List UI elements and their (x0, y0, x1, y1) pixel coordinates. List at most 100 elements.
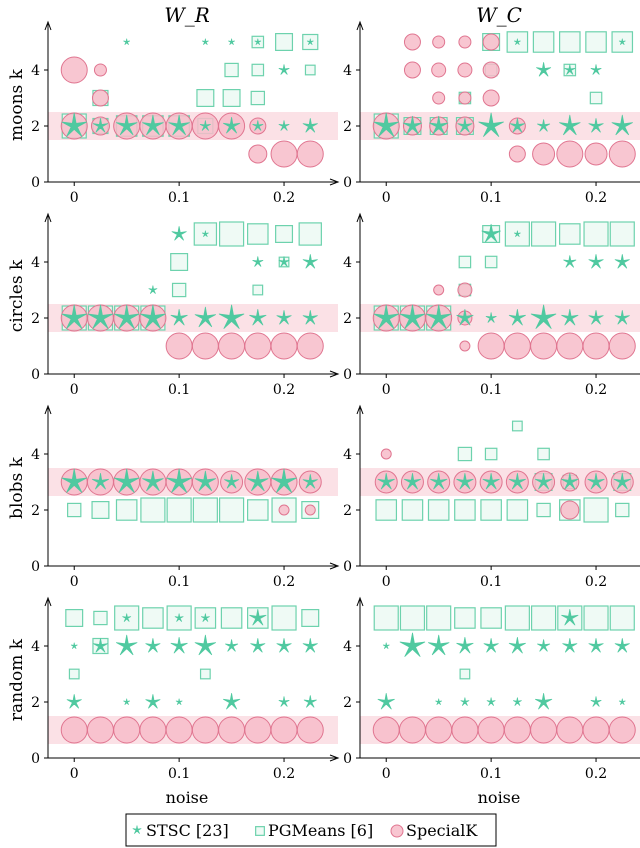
y-axis-arrow (44, 596, 52, 607)
y-tick-label: 4 (31, 63, 40, 79)
y-tick-label: 2 (31, 119, 40, 135)
stsc-marker (535, 693, 553, 710)
x-tick-label: 0 (70, 574, 79, 590)
stsc-marker (306, 38, 314, 45)
legend-pgmeans-marker (255, 826, 265, 836)
pgmeans-marker (68, 668, 80, 680)
panel-3-0: 0 2 4 0 0.1 0.2 (31, 596, 340, 782)
pgmeans-marker (484, 447, 498, 461)
stsc-marker (92, 638, 108, 653)
stsc-marker (561, 308, 579, 326)
stsc-marker (249, 609, 267, 626)
specialk-marker (296, 140, 324, 168)
panel-0-0: 0 2 4 0 0.1 0.2 (31, 20, 340, 206)
y-axis-arrow (356, 212, 364, 223)
specialk-marker (380, 448, 392, 460)
y-tick-label: 0 (343, 559, 352, 575)
y-tick-label: 2 (343, 119, 352, 135)
y-tick-label: 4 (343, 63, 352, 79)
stsc-marker (508, 637, 526, 654)
stsc-marker (142, 114, 164, 136)
stsc-marker (382, 642, 390, 649)
stsc-marker (278, 256, 290, 267)
pgmeans-marker (275, 225, 294, 244)
pgmeans-marker (218, 497, 245, 523)
pgmeans-marker (301, 608, 320, 627)
stsc-marker (171, 226, 187, 241)
stsc-marker (247, 470, 269, 492)
pgmeans-marker (583, 605, 609, 631)
y-tick-label: 4 (31, 255, 40, 271)
y-tick-label: 0 (343, 367, 352, 383)
specialk-marker (556, 140, 584, 168)
pgmeans-marker (454, 499, 476, 521)
pgmeans-marker (166, 497, 192, 523)
specialk-marker (503, 332, 531, 360)
pgmeans-marker (252, 284, 264, 296)
specialk-marker (398, 716, 426, 744)
xlabel-left: noise (166, 788, 209, 807)
pgmeans-marker (504, 605, 530, 631)
pgmeans-marker (192, 497, 218, 523)
stsc-marker (166, 468, 192, 493)
specialk-marker (191, 332, 219, 360)
stsc-marker (613, 472, 631, 490)
specialk-marker (165, 716, 193, 744)
stsc-marker (174, 613, 184, 622)
row-label-moons: moons k (7, 68, 27, 141)
legend-box (125, 813, 497, 847)
stsc-marker (87, 304, 114, 329)
stsc-marker (614, 638, 630, 653)
specialk-marker (508, 145, 526, 163)
x-tick-label: 0.2 (585, 766, 607, 782)
x-axis-arrow (329, 178, 340, 186)
specialk-marker (270, 332, 298, 360)
y-axis-arrow (44, 212, 52, 223)
x-tick-label: 0.1 (480, 574, 502, 590)
x-tick-label: 0 (382, 382, 391, 398)
stsc-marker (302, 118, 318, 133)
stsc-marker (614, 254, 630, 269)
y-tick-label: 0 (343, 175, 352, 191)
x-tick-label: 0.1 (168, 766, 190, 782)
pgmeans-marker (93, 610, 108, 626)
stsc-marker (278, 120, 290, 131)
y-axis-arrow (356, 404, 364, 415)
specialk-marker (91, 89, 109, 107)
specialk-marker (482, 89, 500, 107)
stsc-marker (145, 638, 161, 653)
specialk-marker (560, 500, 580, 520)
specialk-marker (532, 142, 556, 166)
stsc-marker (222, 117, 241, 134)
stsc-marker (113, 468, 140, 493)
stsc-marker (148, 285, 158, 294)
stsc-marker (194, 470, 217, 492)
x-tick-label: 0.2 (585, 190, 607, 206)
specialk-marker (451, 716, 479, 744)
stsc-marker (170, 308, 188, 326)
specialk-marker (584, 142, 608, 166)
specialk-marker (608, 716, 636, 744)
pgmeans-marker (454, 607, 476, 629)
stsc-marker (302, 310, 318, 325)
stsc-marker (614, 310, 630, 325)
stsc-marker (456, 472, 474, 490)
legend-specialk-marker (390, 824, 404, 838)
y-tick-label: 2 (31, 695, 40, 711)
pgmeans-marker (271, 605, 297, 631)
stsc-marker (200, 613, 210, 622)
stsc-marker (460, 697, 470, 706)
x-tick-label: 0 (70, 190, 79, 206)
y-tick-label: 2 (343, 695, 352, 711)
stsc-marker (116, 634, 138, 656)
specialk-marker (218, 716, 246, 744)
specialk-marker (270, 716, 298, 744)
pgmeans-marker (530, 605, 557, 631)
x-axis-arrow (329, 562, 340, 570)
stsc-marker (513, 697, 522, 706)
stsc-marker (535, 472, 553, 490)
x-tick-label: 0.1 (168, 382, 190, 398)
x-tick-label: 0.1 (168, 190, 190, 206)
stsc-marker (122, 613, 132, 622)
stsc-marker (175, 698, 183, 705)
